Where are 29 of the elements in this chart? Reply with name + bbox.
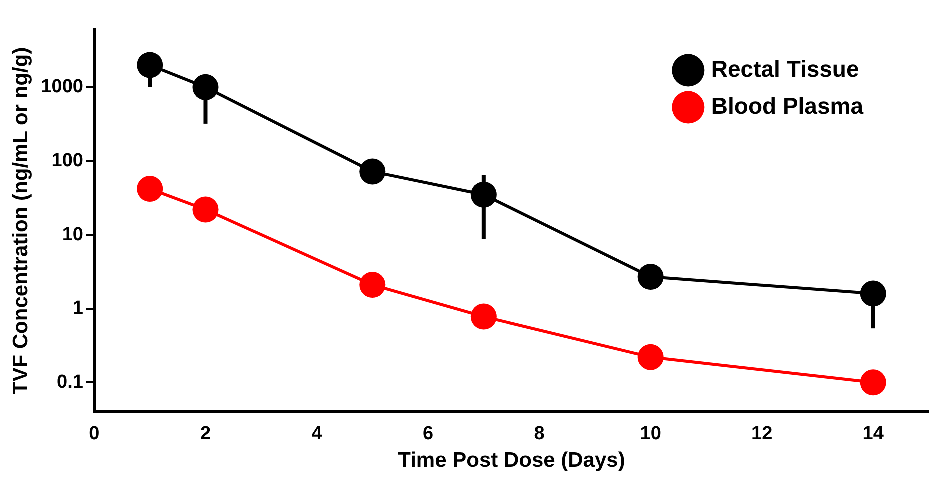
y-axis-title: TVF Concentration (ng/mL or ng/g) xyxy=(9,47,32,395)
x-tick-label: 4 xyxy=(312,424,323,445)
x-tick-label: 14 xyxy=(862,424,884,445)
point xyxy=(137,176,164,202)
x-tick-label: 10 xyxy=(640,424,662,445)
y-tick-label: 100 xyxy=(52,150,84,172)
y-tick-label: 1000 xyxy=(41,76,84,98)
x-tick-label: 2 xyxy=(200,424,212,445)
x-axis-title: Time Post Dose (Days) xyxy=(398,449,626,472)
legend-label: Rectal Tissue xyxy=(711,56,860,82)
point xyxy=(470,182,497,208)
point xyxy=(360,272,386,298)
x-tick-label: 6 xyxy=(422,424,434,445)
point xyxy=(137,52,164,78)
x-tick-label: 12 xyxy=(752,424,773,445)
point xyxy=(638,264,664,290)
point xyxy=(860,280,886,307)
x-tick-label: 8 xyxy=(534,424,545,445)
legend-label: Blood Plasma xyxy=(711,92,864,119)
y-tick-label: 1 xyxy=(72,298,84,320)
y-tick-label: 0.1 xyxy=(57,372,84,393)
point xyxy=(638,344,664,370)
y-tick-label: 10 xyxy=(62,224,84,246)
point xyxy=(470,304,497,330)
point xyxy=(192,196,219,223)
point xyxy=(860,370,886,396)
x-tick-label: 0 xyxy=(89,424,100,445)
point xyxy=(360,158,386,185)
point xyxy=(192,74,219,100)
